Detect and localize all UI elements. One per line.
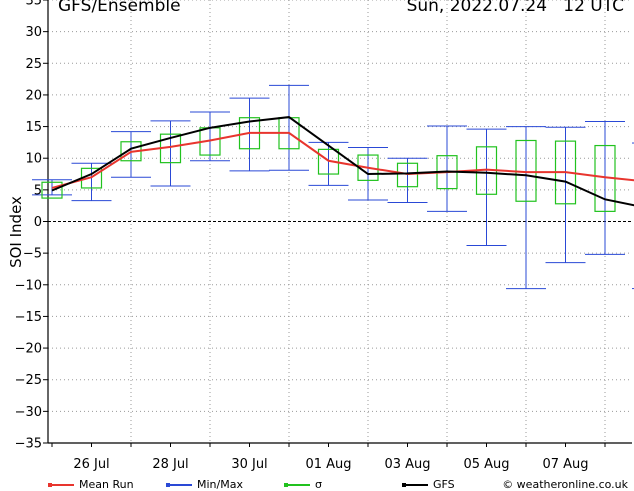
- legend-min-max-label: Min/Max: [197, 478, 243, 491]
- x-tick-label: 26 Jul: [73, 457, 109, 472]
- chart-grid: [48, 0, 632, 443]
- x-tick-label: 05 Aug: [463, 457, 509, 472]
- y-tick-label: −15: [15, 310, 42, 325]
- legend-mean-run-label: Mean Run: [79, 478, 134, 491]
- run-timestamp: Sun, 2022.07.24 12 UTC: [407, 0, 624, 16]
- legend-gfs-label: GFS: [433, 478, 455, 491]
- y-axis-label: SOI Index: [7, 196, 25, 268]
- y-tick-label: −25: [15, 373, 42, 388]
- legend-sigma-swatch: [284, 484, 310, 486]
- y-tick-label: 25: [25, 57, 42, 72]
- chart-axes: [43, 0, 632, 447]
- legend-mean-run: Mean Run: [48, 478, 134, 491]
- y-tick-label: −5: [23, 247, 42, 262]
- y-tick-label: −35: [15, 437, 42, 452]
- legend-mean-run-swatch: [48, 484, 74, 486]
- y-tick-label: 15: [25, 120, 42, 135]
- y-tick-label: 10: [25, 152, 42, 167]
- x-tick-label: 07 Aug: [542, 457, 588, 472]
- x-tick-label: 28 Jul: [152, 457, 188, 472]
- y-tick-label: 35: [25, 0, 42, 9]
- legend-min-max-swatch: [166, 484, 192, 486]
- y-tick-label: 30: [25, 25, 42, 40]
- y-tick-label: −20: [15, 342, 42, 357]
- y-tick-label: 0: [34, 215, 42, 230]
- tick-labels: 35 30 25 20 15 10 5 0 −5 −10 −15 −20 −25 −30 −35 26 Jul…: [15, 0, 634, 472]
- y-tick-label: 5: [34, 183, 42, 198]
- x-tick-label: 03 Aug: [384, 457, 430, 472]
- credit-text: © weatheronline.co.uk: [502, 478, 628, 491]
- legend-sigma-label: σ: [315, 478, 322, 491]
- legend-gfs: GFS: [402, 478, 455, 491]
- x-tick-label: 01 Aug: [305, 457, 351, 472]
- legend-sigma: σ: [284, 478, 322, 491]
- legend-gfs-swatch: [402, 484, 428, 486]
- y-tick-label: 20: [25, 88, 42, 103]
- legend-min-max: Min/Max: [166, 478, 243, 491]
- x-tick-label: 30 Jul: [231, 457, 267, 472]
- chart-marks: [32, 85, 634, 288]
- y-tick-label: −30: [15, 405, 42, 420]
- chart-title: GFS/Ensemble: [58, 0, 181, 16]
- y-tick-label: −10: [15, 278, 42, 293]
